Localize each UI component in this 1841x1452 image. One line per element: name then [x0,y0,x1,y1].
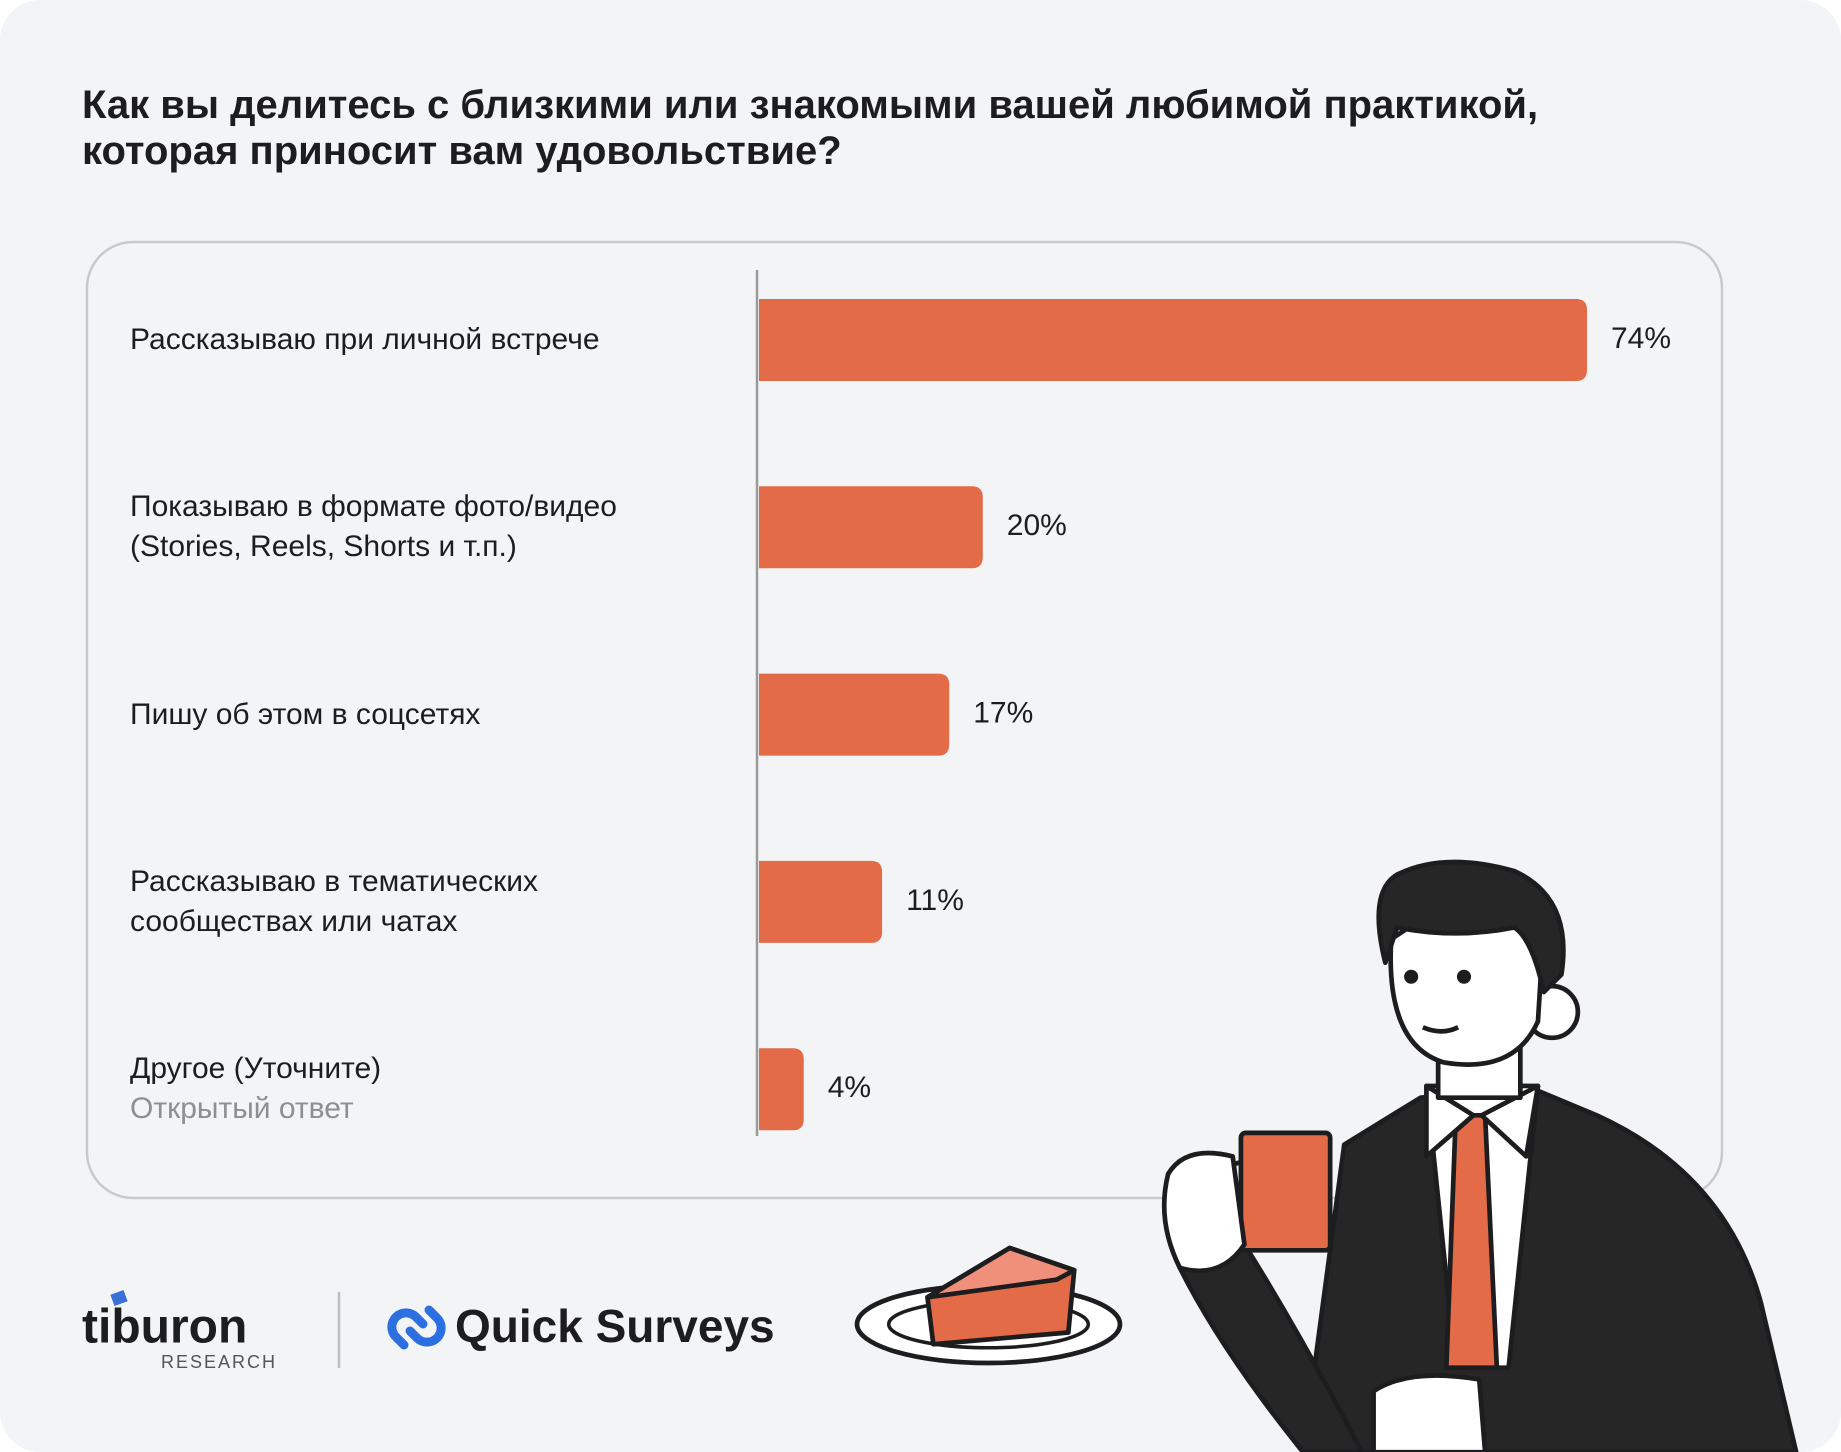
category-label: Показываю в формате фото/видео (Stories,… [130,487,690,567]
category-text: Пишу об этом в соцсетях [130,697,481,731]
bar [759,299,1587,381]
bar [759,486,983,569]
card-border [85,240,1724,1200]
eye [1404,969,1419,984]
eye [1456,969,1472,984]
logo-tiburon-sub: RESEARCH [161,1352,277,1372]
value-label: 11% [906,884,964,917]
chart-title: Как вы делитесь с близкими или знакомыми… [82,83,1539,173]
annotation: Открытый ответ [130,1092,354,1126]
logo-mark [110,1289,128,1307]
cake-top [925,1245,1077,1300]
value-label: 20% [1007,509,1067,542]
cup [1238,1130,1333,1253]
category-text: Рассказываю при личной встрече [130,323,600,356]
logo-tiburon: tiburon [82,1301,247,1354]
bar [759,860,883,943]
value-label: 17% [973,697,1033,730]
hand-lower [1371,1373,1488,1452]
value-label: 4% [828,1071,871,1104]
category-text: Другое (Уточните) [130,1052,382,1086]
illustration [854,859,1799,1452]
collar [1424,1083,1541,1159]
mouth [1421,1025,1460,1034]
category-label: Другое (Уточните) Открытый ответ [130,1049,690,1129]
suit [1300,1083,1799,1452]
bar [759,1048,804,1131]
category-label: Рассказываю в тематических сообществах и… [130,862,690,942]
logo-quick-surveys: Quick Surveys [455,1300,775,1352]
value-label: 74% [1611,322,1671,355]
category-text: Рассказываю в тематических сообществах и… [130,864,538,938]
hair [1376,859,1566,995]
hand [1161,1150,1247,1274]
category-label: Пишу об этом в соцсетях [130,695,690,735]
category-label: Рассказываю при личной встрече [130,320,690,360]
bar [759,673,950,756]
logo-qs-icon [387,1305,446,1350]
category-text: Показываю в формате фото/видео (Stories,… [130,490,617,564]
